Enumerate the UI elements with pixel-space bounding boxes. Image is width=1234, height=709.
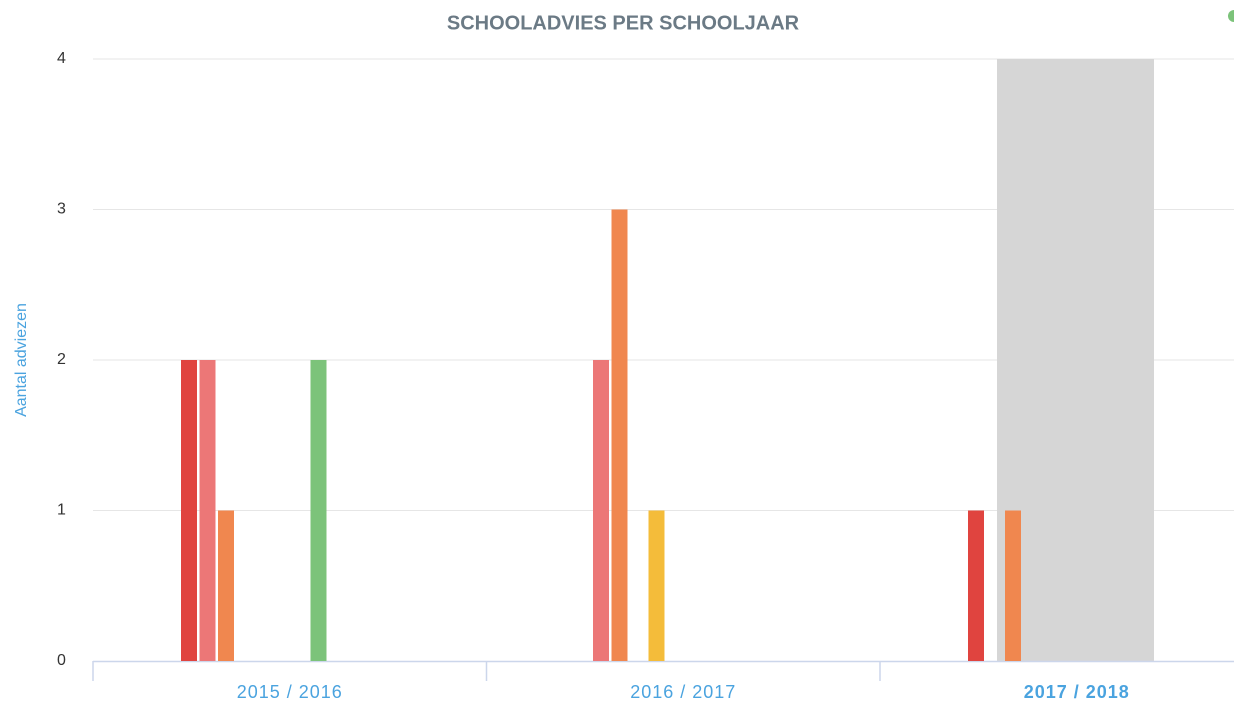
bar [593, 360, 609, 661]
bar [199, 360, 216, 661]
x-tick-label: 2015 / 2016 [237, 682, 343, 702]
y-tick-label: 3 [57, 201, 66, 218]
bar [310, 360, 327, 661]
x-tick-label: 2016 / 2017 [630, 682, 736, 702]
bar [181, 360, 197, 661]
legend-symbol [1228, 10, 1234, 22]
bar [611, 209, 628, 661]
y-tick-label: 1 [57, 502, 66, 519]
y-tick-label: 0 [57, 652, 66, 669]
bar [1005, 510, 1021, 661]
bar [648, 510, 665, 661]
y-axis-label: Aantal adviezen [13, 303, 30, 417]
bar [218, 510, 234, 661]
chart-title: SCHOOLADVIES PER SCHOOLJAAR [447, 12, 800, 34]
y-tick-label: 4 [57, 50, 66, 67]
hover-band [997, 59, 1154, 661]
bar [968, 510, 984, 661]
y-tick-label: 2 [57, 351, 66, 368]
x-tick-label: 2017 / 2018 [1024, 682, 1130, 702]
